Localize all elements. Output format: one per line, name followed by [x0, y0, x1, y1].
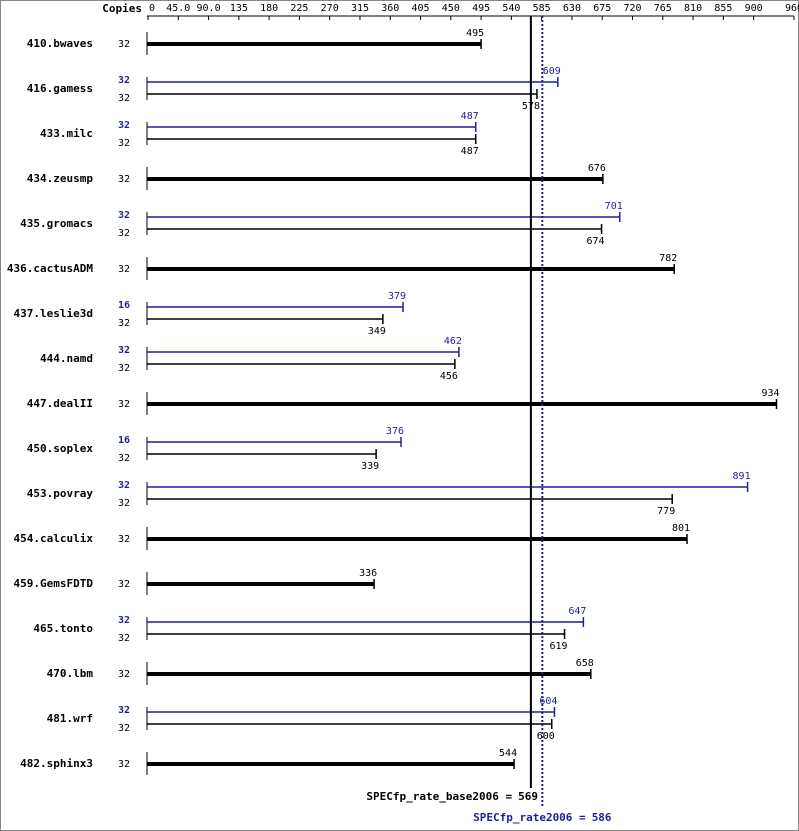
base-copies: 32: [118, 759, 130, 770]
benchmark-name: 459.GemsFDTD: [14, 577, 94, 590]
value-label: 339: [361, 461, 379, 472]
x-tick-label: 360: [381, 3, 399, 14]
base-copies: 32: [118, 633, 130, 644]
value-label: 336: [359, 568, 377, 579]
benchmark-name: 470.lbm: [47, 667, 94, 680]
base-metric-name: SPECfp_rate_base2006 =: [366, 790, 512, 803]
x-tick-label: 0: [149, 3, 155, 14]
base-copies: 32: [118, 669, 130, 680]
peak-metric-value: 586: [592, 811, 612, 824]
peak-metric-label: SPECfp_rate2006 = 586: [473, 811, 612, 824]
peak-copies: 32: [118, 75, 130, 86]
value-label: 487: [461, 146, 479, 157]
x-tick-label: 540: [502, 3, 520, 14]
base-copies: 32: [118, 174, 130, 185]
peak-copies: 32: [118, 210, 130, 221]
value-label: 462: [444, 336, 462, 347]
benchmark-name: 482.sphinx3: [20, 757, 93, 770]
value-label: 891: [733, 471, 751, 482]
value-label: 604: [539, 696, 557, 707]
x-tick-label: 450: [442, 3, 460, 14]
x-tick-label: 45.0: [166, 3, 190, 14]
peak-copies: 16: [118, 300, 130, 311]
value-label: 379: [388, 291, 406, 302]
base-copies: 32: [118, 363, 130, 374]
base-copies: 32: [118, 264, 130, 275]
x-tick-label: 315: [351, 3, 369, 14]
benchmark-name: 444.namd: [40, 352, 93, 365]
benchmark-name: 434.zeusmp: [27, 172, 94, 185]
base-copies: 32: [118, 498, 130, 509]
value-label: 647: [568, 606, 586, 617]
value-label: 600: [537, 731, 555, 742]
benchmark-name: 447.dealII: [27, 397, 93, 410]
peak-copies: 32: [118, 615, 130, 626]
value-label: 544: [499, 748, 517, 759]
x-tick-label: 270: [321, 3, 339, 14]
peak-copies: 32: [118, 345, 130, 356]
x-tick-label: 900: [745, 3, 763, 14]
base-copies: 32: [118, 579, 130, 590]
value-label: 658: [576, 658, 594, 669]
x-tick-label: 855: [714, 3, 732, 14]
value-label: 701: [605, 201, 623, 212]
peak-copies: 32: [118, 480, 130, 491]
benchmark-name: 450.soplex: [27, 442, 94, 455]
benchmark-name: 410.bwaves: [27, 37, 93, 50]
value-label: 609: [543, 66, 561, 77]
base-copies: 32: [118, 534, 130, 545]
value-label: 495: [466, 28, 484, 39]
base-metric-label: SPECfp_rate_base2006 = 569: [366, 790, 538, 803]
benchmark-name: 453.povray: [27, 487, 94, 500]
value-label: 674: [587, 236, 605, 247]
peak-copies: 16: [118, 435, 130, 446]
x-tick-label: 675: [593, 3, 611, 14]
base-copies: 32: [118, 93, 130, 104]
x-tick-label: 960: [785, 3, 799, 14]
x-tick-label: 495: [472, 3, 490, 14]
benchmark-name: 435.gromacs: [20, 217, 93, 230]
base-copies: 32: [118, 453, 130, 464]
value-label: 619: [550, 641, 568, 652]
benchmark-name: 416.gamess: [27, 82, 93, 95]
benchmark-name: 465.tonto: [33, 622, 93, 635]
base-copies: 32: [118, 138, 130, 149]
x-tick-label: 585: [533, 3, 551, 14]
base-copies: 32: [118, 399, 130, 410]
x-tick-label: 405: [412, 3, 430, 14]
base-metric-value: 569: [518, 790, 538, 803]
peak-copies: 32: [118, 705, 130, 716]
base-copies: 32: [118, 39, 130, 50]
peak-copies: 32: [118, 120, 130, 131]
base-copies: 32: [118, 723, 130, 734]
x-tick-label: 225: [290, 3, 308, 14]
value-label: 349: [368, 326, 386, 337]
x-tick-label: 720: [623, 3, 641, 14]
base-copies: 32: [118, 228, 130, 239]
x-tick-label: 765: [654, 3, 672, 14]
x-tick-label: 180: [260, 3, 278, 14]
peak-metric-name: SPECfp_rate2006 =: [473, 811, 586, 824]
benchmark-name: 436.cactusADM: [7, 262, 93, 275]
x-tick-label: 810: [684, 3, 702, 14]
value-label: 487: [461, 111, 479, 122]
value-label: 376: [386, 426, 404, 437]
x-tick-label: 135: [230, 3, 248, 14]
x-tick-label: 90.0: [197, 3, 221, 14]
value-label: 456: [440, 371, 458, 382]
copies-header: Copies: [102, 2, 142, 15]
value-label: 782: [659, 253, 677, 264]
x-tick-label: 630: [563, 3, 581, 14]
value-label: 676: [588, 163, 606, 174]
value-label: 934: [761, 388, 779, 399]
benchmark-name: 433.milc: [40, 127, 93, 140]
benchmark-name: 454.calculix: [14, 532, 94, 545]
benchmark-name: 481.wrf: [47, 712, 93, 725]
value-label: 779: [657, 506, 675, 517]
value-label: 801: [672, 523, 690, 534]
benchmark-name: 437.leslie3d: [14, 307, 93, 320]
base-copies: 32: [118, 318, 130, 329]
